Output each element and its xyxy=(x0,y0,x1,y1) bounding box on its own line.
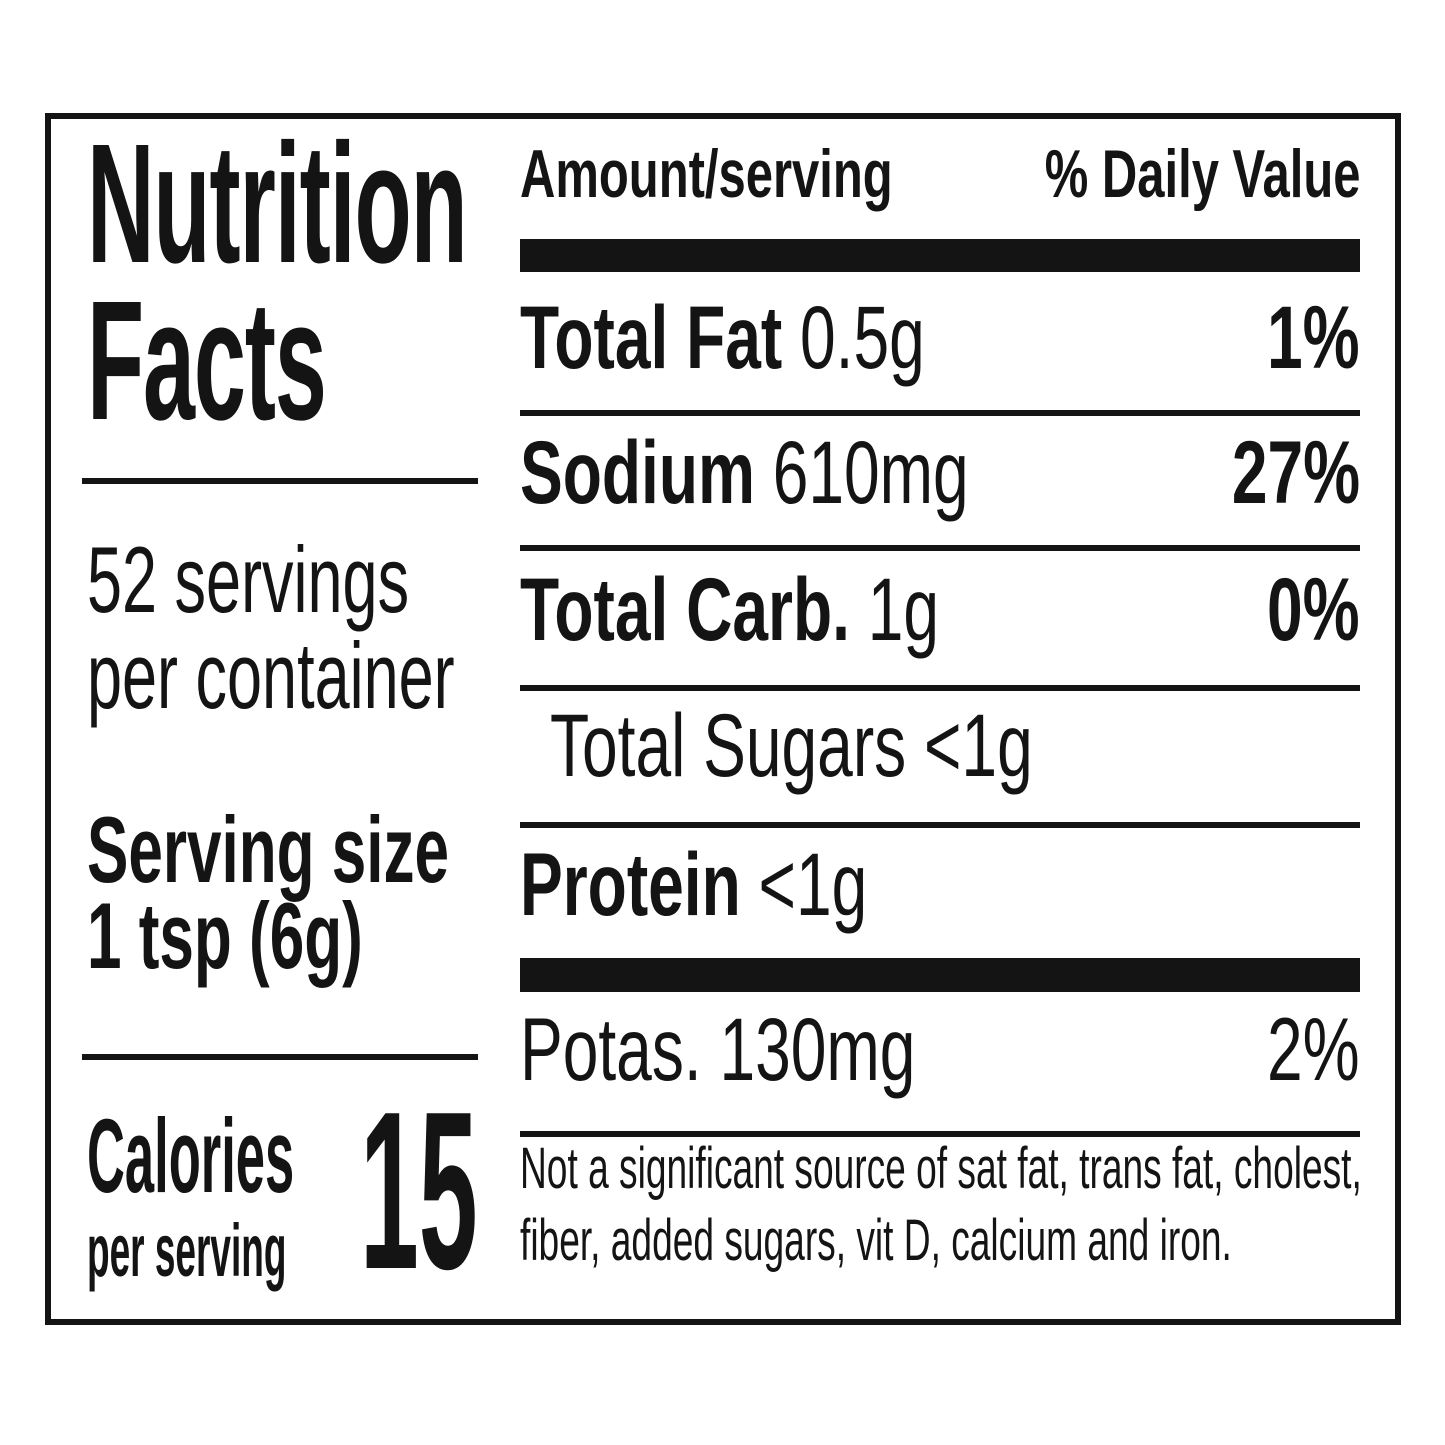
nutrient-amount: 1g xyxy=(867,559,940,659)
title-line-2: Facts xyxy=(87,266,327,456)
nutrient-dv: 1% xyxy=(1267,287,1360,387)
nutrient-row-potassium: Potas. 130mg 2% xyxy=(520,999,1360,1099)
nutrient-row-total-sugars: Total Sugars <1g xyxy=(550,701,1360,790)
thick-bar-top xyxy=(520,239,1360,272)
divider-left-top xyxy=(82,478,478,484)
nutrient-name: Potas. xyxy=(520,999,702,1099)
column-header-row: Amount/serving % Daily Value xyxy=(520,140,1360,208)
daily-value-header: % Daily Value xyxy=(1044,136,1360,212)
footnote-line-2: fiber, added sugars, vit D, calcium and … xyxy=(520,1208,1232,1273)
servings-line-2: per container xyxy=(87,623,455,728)
divider-row-1 xyxy=(520,410,1360,416)
nutrient-amount: <1g xyxy=(924,695,1033,795)
serving-size-line-2: 1 tsp (6g) xyxy=(87,883,363,988)
servings-line-1: 52 servings xyxy=(87,527,410,632)
nutrient-row-sodium: Sodium 610mg 27% xyxy=(520,422,1360,522)
nutrient-name: Protein xyxy=(520,834,741,934)
nutrition-facts-panel: Nutrition Facts 52 servings per containe… xyxy=(45,113,1401,1325)
nutrient-name: Total Fat xyxy=(520,287,783,387)
divider-row-4 xyxy=(520,822,1360,828)
servings-per-container: 52 servings per container xyxy=(87,532,455,724)
nutrition-facts-title: Nutrition Facts xyxy=(87,109,468,456)
nutrient-amount: 610mg xyxy=(772,422,969,522)
title-line-1: Nutrition xyxy=(87,109,468,299)
nutrient-row-total-carb: Total Carb. 1g 0% xyxy=(520,559,1360,659)
nutrient-amount: 0.5g xyxy=(800,287,925,387)
divider-row-2 xyxy=(520,545,1360,551)
footnote-line-1: Not a significant source of sat fat, tra… xyxy=(520,1136,1362,1201)
nutrient-name: Sodium xyxy=(520,422,755,522)
nutrient-amount: 130mg xyxy=(719,999,916,1099)
nutrient-dv: 0% xyxy=(1267,559,1360,659)
nutrient-name: Total Carb. xyxy=(520,559,850,659)
divider-left-bottom xyxy=(82,1054,478,1060)
thick-bar-bottom xyxy=(520,958,1360,992)
calories-sublabel: per serving xyxy=(87,1209,287,1292)
nutrient-amount: <1g xyxy=(758,834,868,934)
nutrient-name: Total Sugars xyxy=(550,695,907,795)
nutrient-row-total-fat: Total Fat 0.5g 1% xyxy=(520,287,1360,387)
divider-footnote xyxy=(520,1131,1360,1137)
divider-row-3 xyxy=(520,685,1360,691)
nutrient-dv: 27% xyxy=(1231,422,1360,522)
footnote: Not a significant source of sat fat, tra… xyxy=(520,1133,1362,1277)
serving-size-line-1: Serving size xyxy=(87,797,450,902)
amount-serving-header: Amount/serving xyxy=(520,136,893,212)
serving-size: Serving size 1 tsp (6g) xyxy=(87,797,450,988)
calories-label: Calories xyxy=(87,1098,295,1215)
nutrient-dv: 2% xyxy=(1267,999,1360,1099)
calories-value: 15 xyxy=(360,1064,478,1316)
calories-block: Calories per serving xyxy=(87,1098,295,1295)
nutrient-row-protein: Protein <1g xyxy=(520,840,1360,929)
